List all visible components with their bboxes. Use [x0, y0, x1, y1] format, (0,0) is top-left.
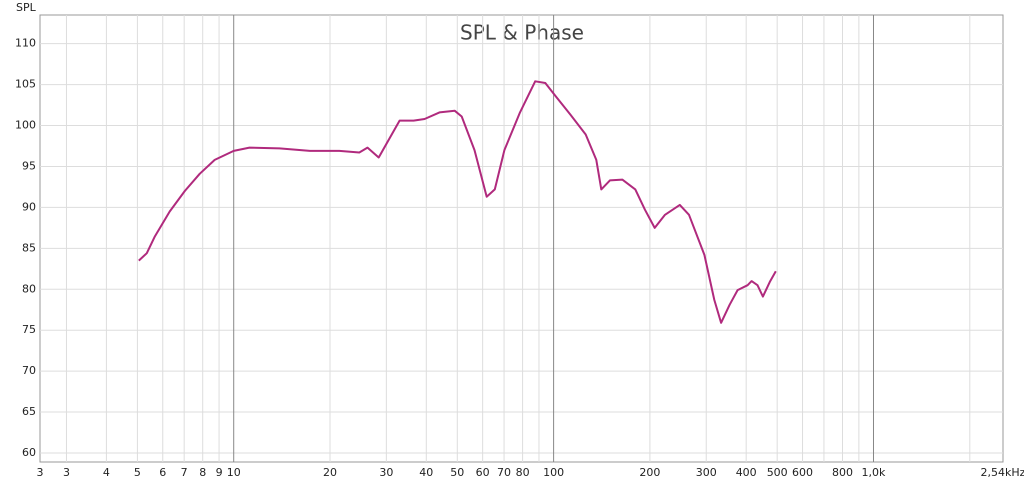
x-tick-label: 8 [199, 466, 206, 479]
y-tick-label: 105 [15, 78, 36, 91]
x-tick-label: 1,0k [862, 466, 886, 479]
x-tick-label: 10 [227, 466, 241, 479]
x-tick-label: 100 [543, 466, 564, 479]
x-tick-label: 300 [696, 466, 717, 479]
x-tick-label: 3 [37, 466, 44, 479]
x-tick-label: 60 [476, 466, 490, 479]
x-tick-label: 40 [419, 466, 433, 479]
x-tick-label: 6 [159, 466, 166, 479]
y-tick-label: 85 [22, 241, 36, 254]
x-tick-label: 9 [216, 466, 223, 479]
x-tick-label: 70 [497, 466, 511, 479]
y-tick-label: 75 [22, 323, 36, 336]
y-tick-label: 100 [15, 119, 36, 132]
x-tick-label: 20 [323, 466, 337, 479]
y-tick-label: 95 [22, 159, 36, 172]
chart-title: SPL & Phase [460, 21, 584, 45]
spl-line [138, 80, 777, 324]
y-tick-label: 65 [22, 405, 36, 418]
x-tick-label: 4 [103, 466, 110, 479]
x-tick-label: 2,54kHz [981, 466, 1024, 479]
x-tick-label: 50 [450, 466, 464, 479]
x-tick-label: 600 [792, 466, 813, 479]
y-tick-label: 70 [22, 364, 36, 377]
x-tick-label: 5 [134, 466, 141, 479]
y-tick-label: 80 [22, 282, 36, 295]
x-tick-label: 200 [639, 466, 660, 479]
y-tick-label: 110 [15, 37, 36, 50]
y-tick-label: 60 [22, 446, 36, 459]
y-tick-label: 90 [22, 200, 36, 213]
x-tick-label: 3 [63, 466, 70, 479]
x-tick-label: 30 [379, 466, 393, 479]
x-tick-label: 400 [736, 466, 757, 479]
x-tick-label: 80 [516, 466, 530, 479]
x-tick-label: 500 [767, 466, 788, 479]
x-tick-label: 800 [832, 466, 853, 479]
y-axis-label: SPL [16, 1, 37, 14]
x-tick-label: 7 [181, 466, 188, 479]
